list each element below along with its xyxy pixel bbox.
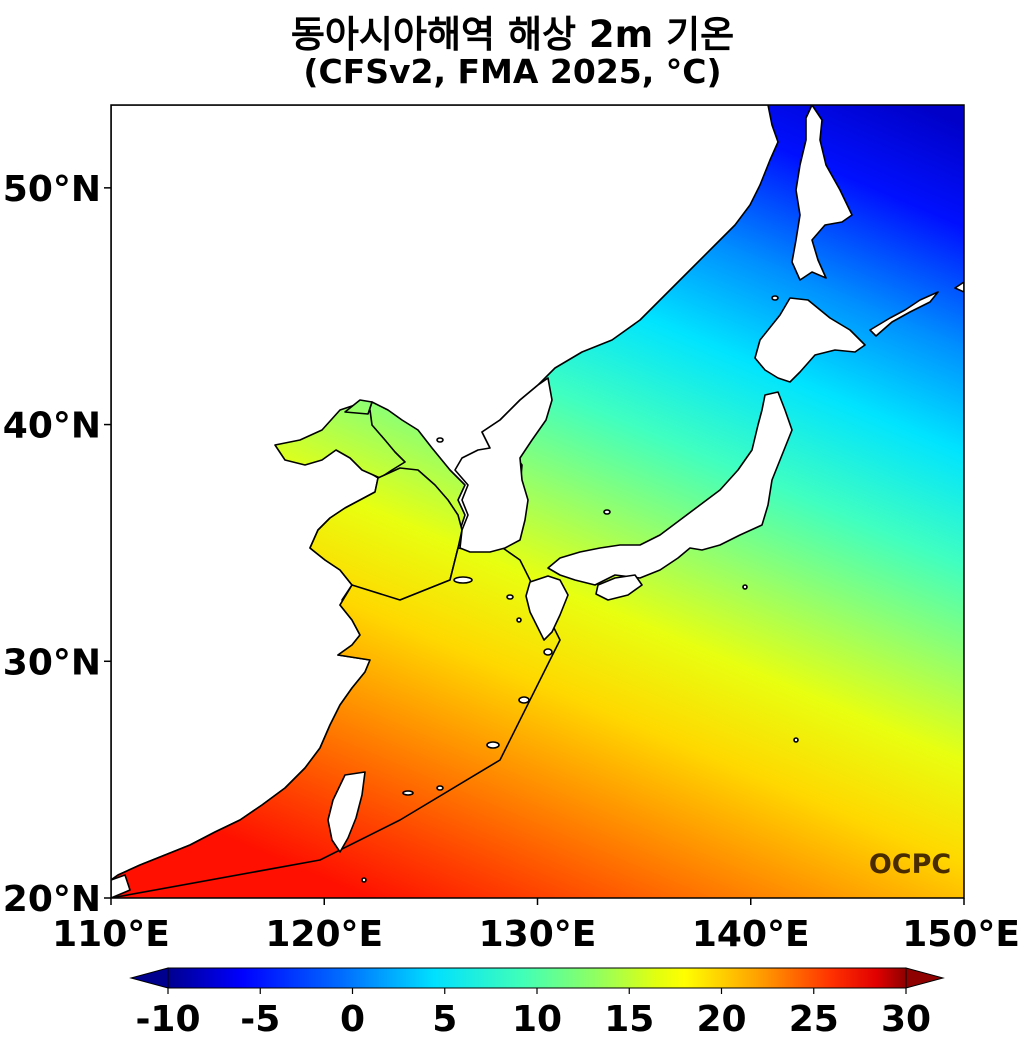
bohai-sea [274, 404, 406, 479]
ocpc-watermark: OCPC [869, 849, 951, 880]
kuril-islands [869, 291, 939, 337]
colorbar-tick-label: 20 [696, 999, 746, 1040]
land-masses [111, 105, 964, 898]
lat-tick-label: 40°N [3, 406, 101, 447]
colorbar-tick-label: 0 [340, 999, 365, 1040]
liaodong-gulf [344, 399, 373, 415]
colorbar-ticks: -10 -5 0 5 10 15 20 25 30 [135, 988, 931, 1040]
colorbar-tick-label: -5 [240, 999, 280, 1040]
taiwan [327, 771, 366, 853]
lon-tick-label: 150°E [902, 914, 1020, 955]
colorbar-tick-label: 5 [432, 999, 457, 1040]
lon-tick-label: 130°E [479, 914, 597, 955]
sakhalin-island [791, 105, 853, 281]
east-china-sea [111, 545, 561, 898]
kyushu [525, 575, 569, 641]
colorbar-min-extend [129, 967, 169, 989]
latitude-axis: 20°N 30°N 40°N 50°N [3, 169, 111, 920]
hokkaido [754, 297, 866, 383]
colorbar-tick-label: 25 [789, 999, 839, 1040]
longitude-axis: 110°E 120°E 130°E 140°E 150°E [52, 898, 1020, 955]
hainan-coast [111, 874, 131, 898]
lat-tick-label: 30°N [3, 642, 101, 683]
colorbar-tick-label: -10 [135, 999, 200, 1040]
colorbar-max-extend [905, 967, 945, 989]
lon-tick-label: 110°E [52, 914, 170, 955]
colorbar-gradient [167, 967, 907, 989]
lon-tick-label: 140°E [692, 914, 810, 955]
shikoku [595, 574, 643, 601]
lat-tick-label: 20°N [3, 879, 101, 920]
honshu [547, 391, 793, 586]
colorbar-tick-label: 30 [881, 999, 931, 1040]
map-subtitle: (CFSv2, FMA 2025, °C) [303, 52, 722, 91]
colorbar: -10 -5 0 5 10 15 20 25 30 [129, 967, 945, 1040]
colorbar-tick-label: 10 [512, 999, 562, 1040]
map-title: 동아시아해역 해상 2m 기온 [290, 13, 735, 56]
lat-tick-label: 50°N [3, 169, 101, 210]
korean-peninsula [454, 377, 553, 553]
colorbar-tick-label: 15 [604, 999, 654, 1040]
lon-tick-label: 120°E [265, 914, 383, 955]
